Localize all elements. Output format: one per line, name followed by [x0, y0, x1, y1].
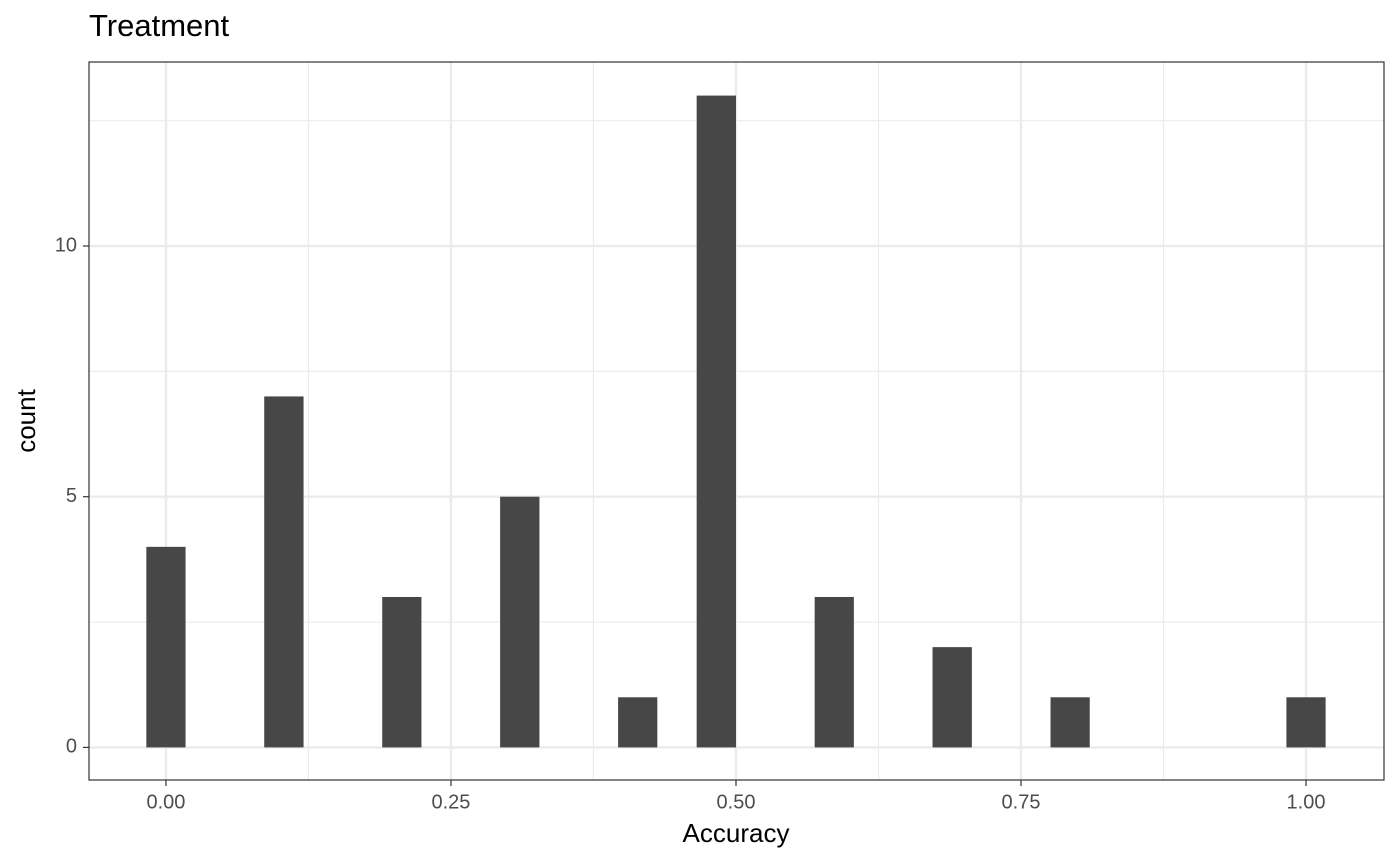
chart-title: Treatment — [89, 8, 230, 43]
x-axis-title: Accuracy — [683, 818, 790, 848]
y-tick-label: 0 — [66, 736, 77, 758]
bar — [500, 496, 540, 748]
bar — [932, 647, 972, 748]
y-tick-label: 10 — [55, 234, 77, 256]
bar — [618, 697, 658, 748]
bar — [1050, 697, 1090, 748]
x-tick-label: 0.75 — [1002, 791, 1041, 813]
bar — [1286, 697, 1326, 748]
bar — [264, 396, 304, 748]
bar — [146, 546, 186, 748]
x-tick-label: 0.00 — [146, 791, 185, 813]
y-axis-title: count — [11, 388, 41, 452]
x-tick-label: 1.00 — [1287, 791, 1326, 813]
x-tick-label: 0.25 — [432, 791, 471, 813]
bar — [696, 95, 736, 748]
bar — [814, 596, 854, 748]
y-tick-label: 5 — [66, 485, 77, 507]
bar — [382, 596, 422, 748]
x-tick-label: 0.50 — [717, 791, 756, 813]
panel-border — [88, 61, 1385, 781]
